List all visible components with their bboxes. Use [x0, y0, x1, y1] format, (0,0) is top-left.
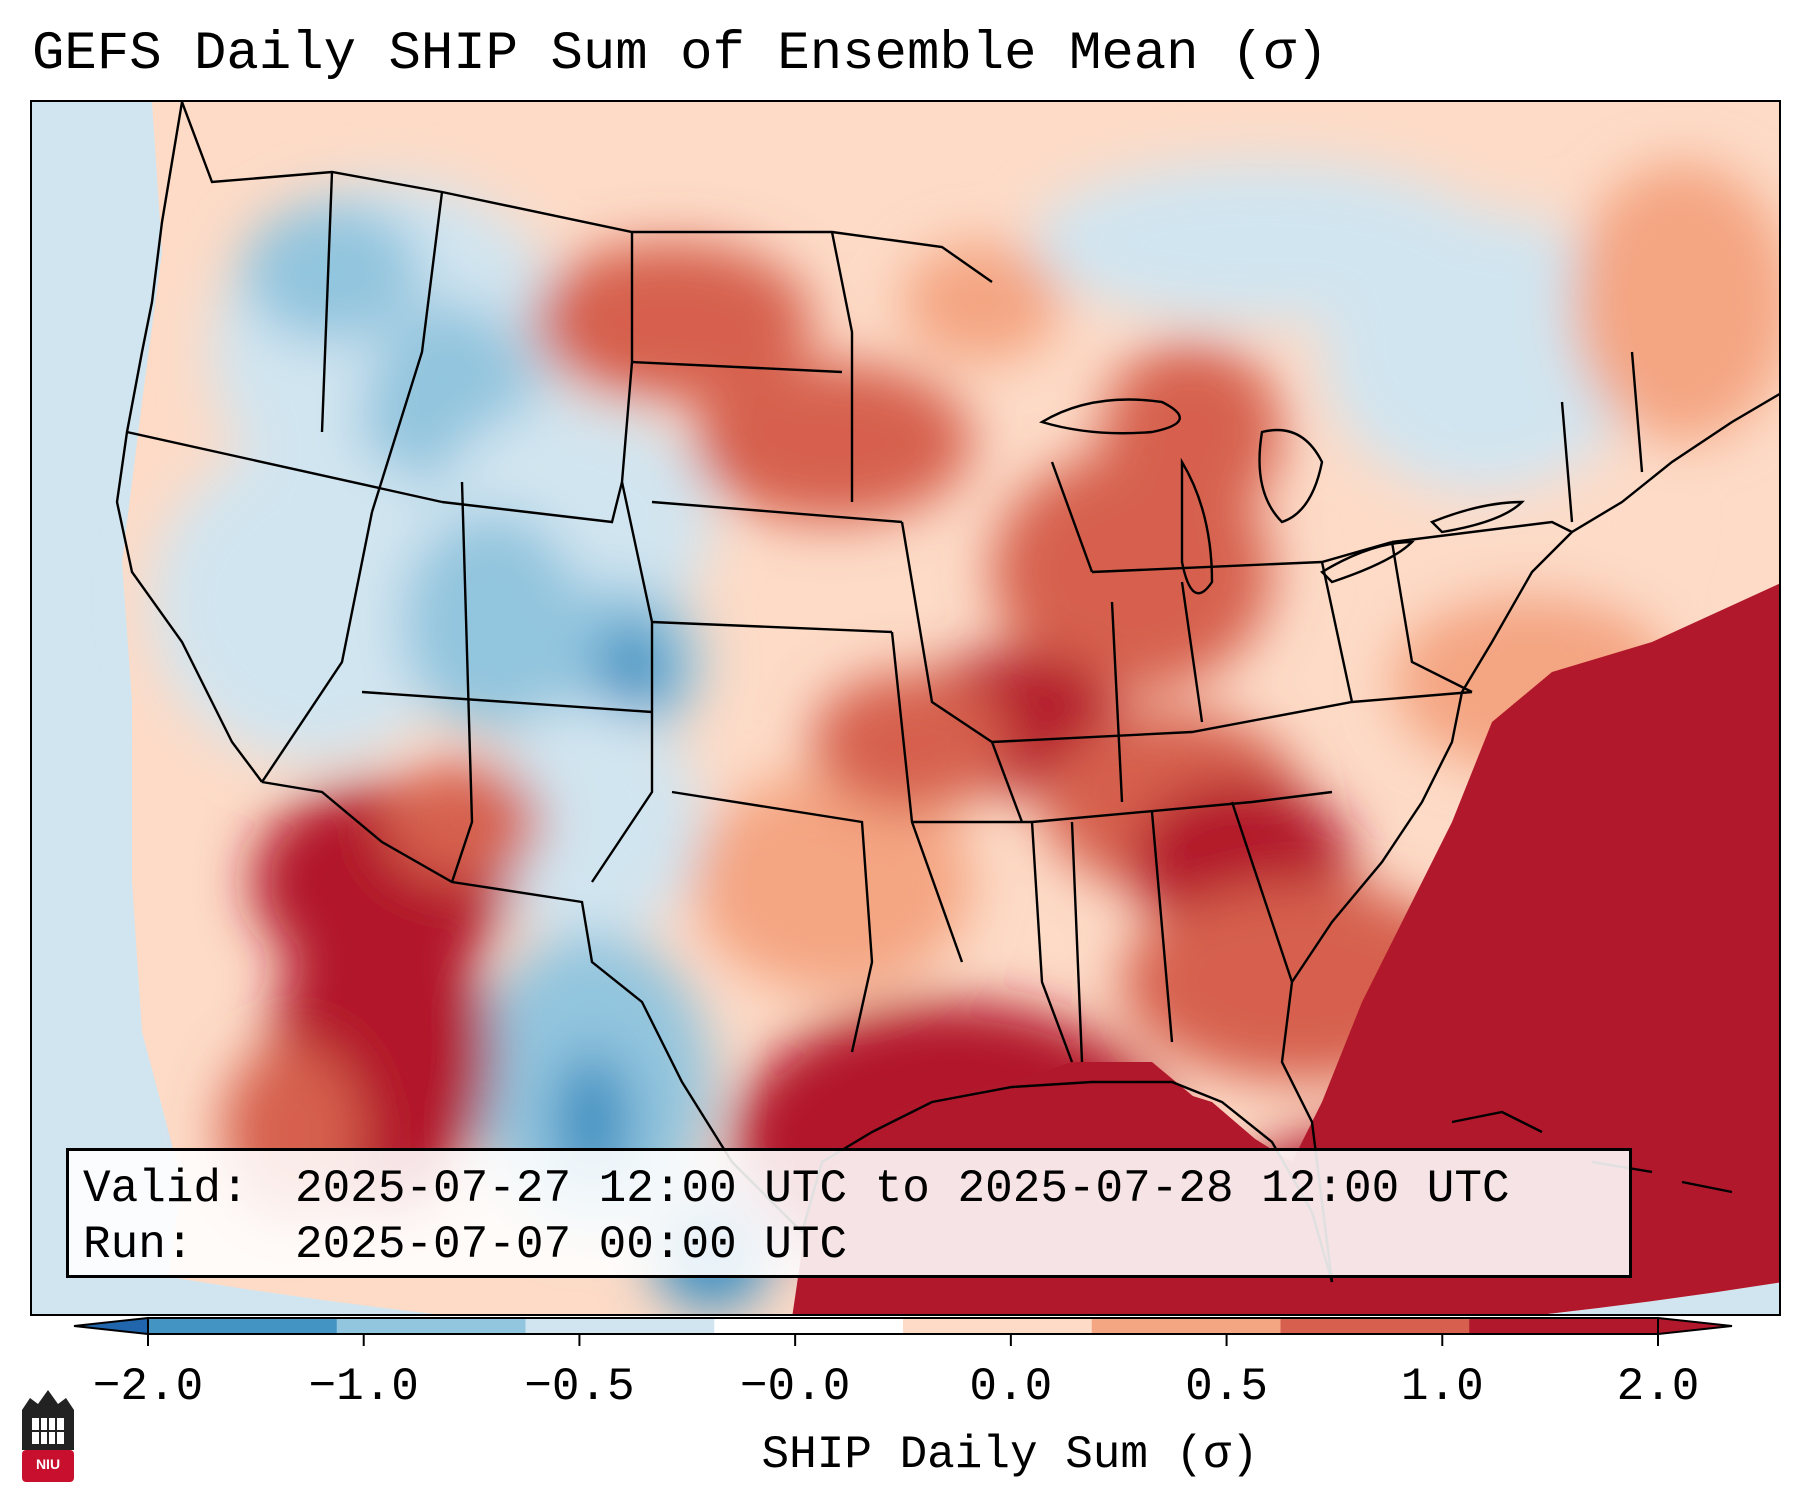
niu-logo-text: NIU [35, 1456, 61, 1472]
colorbar-extend-low [73, 1316, 149, 1336]
colorbar-tick-label: −0.0 [739, 1361, 851, 1413]
niu-logo [22, 1390, 74, 1482]
colorbar-bin [1469, 1318, 1659, 1334]
run-label: Run: [83, 1219, 194, 1271]
colorbar-bin [525, 1318, 715, 1334]
colorbar-ticks [147, 1334, 1659, 1346]
valid-line: Valid: 2025-07-27 12:00 UTC to 2025-07-28… [83, 1161, 1615, 1217]
map-canvas [32, 102, 1779, 1314]
colorbar-tick-label: −2.0 [92, 1361, 204, 1413]
colorbar-tick-label: −1.0 [308, 1361, 419, 1413]
map-title: GEFS Daily SHIP Sum of Ensemble Mean (σ) [32, 24, 1329, 85]
run-line: Run: 2025-07-07 00:00 UTC [83, 1217, 1615, 1273]
colorbar-bin [336, 1318, 526, 1334]
anomaly-field [122, 102, 1779, 1314]
great-lakes [1039, 398, 1525, 595]
colorbar-tick-label: −0.5 [524, 1361, 635, 1413]
colorbar-bin [1280, 1318, 1470, 1334]
colorbar-tick-label: 0.0 [969, 1361, 1053, 1413]
colorbar-bins [148, 1318, 1659, 1334]
valid-run-info-box: Valid: 2025-07-27 12:00 UTC to 2025-07-28… [66, 1148, 1632, 1278]
colorbar-label: SHIP Daily Sum (σ) [761, 1429, 1259, 1481]
map-panel [30, 100, 1781, 1316]
colorbar-bin [148, 1318, 338, 1334]
valid-label: Valid: [83, 1163, 249, 1215]
run-value: 2025-07-07 00:00 UTC [295, 1219, 848, 1271]
colorbar-extend-high [1657, 1316, 1733, 1336]
colorbar-tick-label: 1.0 [1400, 1361, 1484, 1413]
state-boundaries [115, 102, 1779, 1283]
valid-value: 2025-07-27 12:00 UTC to 2025-07-28 12:00… [295, 1163, 1510, 1215]
colorbar [73, 1316, 1733, 1346]
colorbar-tick-label: 0.5 [1185, 1361, 1268, 1413]
colorbar-bin [714, 1318, 904, 1334]
colorbar-outline [147, 1317, 1659, 1335]
colorbar-bin [903, 1318, 1093, 1334]
colorbar-tick-label: 2.0 [1616, 1361, 1700, 1413]
colorbar-bin [1091, 1318, 1281, 1334]
